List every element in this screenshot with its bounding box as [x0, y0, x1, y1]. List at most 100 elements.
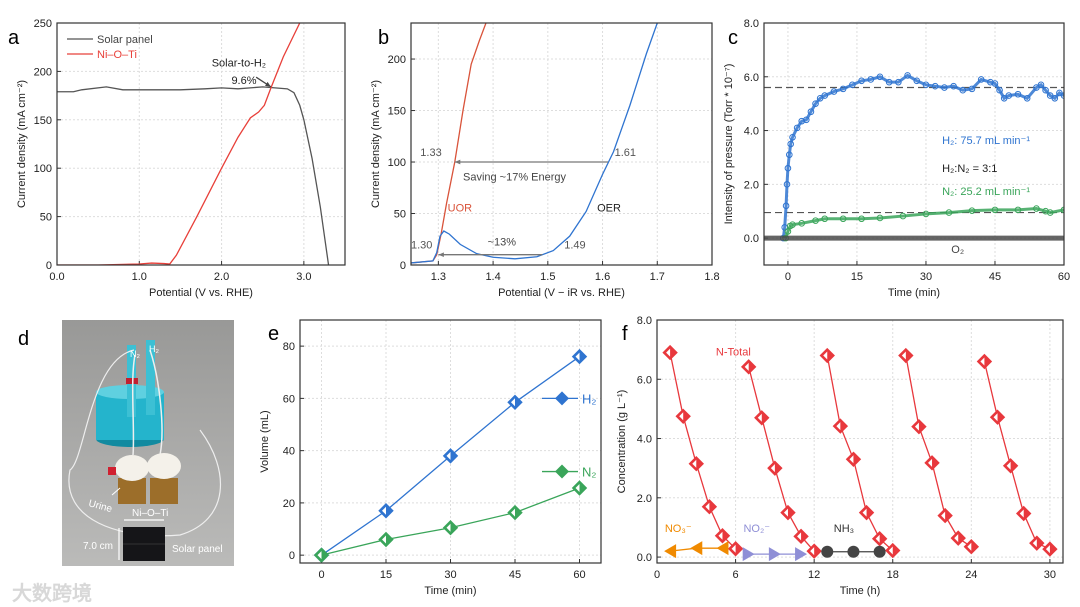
y-axis-label: Intensity of pressure (Torr * 10⁻⁷) — [723, 64, 735, 225]
legend-marker — [555, 464, 569, 479]
annotation-label: ~13% — [488, 236, 517, 248]
data-point — [885, 78, 893, 86]
annotation-label: NO₂⁻ — [743, 523, 770, 535]
x-tick-label: 1.5 — [540, 271, 555, 283]
x-axis-label: Potential (V vs. RHE) — [149, 287, 253, 299]
x-axis-label: Time (min) — [424, 585, 476, 597]
data-point — [803, 116, 810, 124]
data-point — [899, 212, 907, 220]
photo-clamp — [126, 378, 138, 384]
x-tick-label: 45 — [509, 569, 521, 581]
photo-panel-d: N₂ H₂ Urine Ni–O–Ti 7.0 cm Solar panel — [62, 320, 234, 566]
y-tick-label: 0 — [46, 260, 52, 272]
data-point-highlight — [744, 362, 749, 371]
data-point-highlight — [317, 551, 322, 560]
plot-area — [662, 344, 1058, 562]
data-point — [1016, 505, 1032, 522]
annotation-label: 1.61 — [615, 147, 636, 159]
data-point — [812, 217, 819, 224]
data-point — [789, 221, 796, 228]
x-axis-label: Time (h) — [840, 585, 881, 597]
chart-panel-c: c 0 15 30 45 60 0.0 2.0 4.0 6.0 8.0 Time (min) Inten… — [723, 18, 1070, 299]
data-point — [830, 88, 838, 95]
data-point-highlight — [954, 534, 959, 543]
x-tick-label: 0 — [318, 569, 324, 581]
data-point — [787, 140, 794, 148]
annotation-label: NH₃ — [834, 523, 854, 535]
data-point-highlight — [770, 464, 775, 473]
data-point — [821, 545, 834, 558]
data-point — [821, 92, 829, 99]
y-axis-label: Current density (mA cm⁻²) — [370, 80, 382, 208]
photo-label-n2: N₂ — [130, 349, 140, 359]
data-point-highlight — [980, 357, 985, 366]
data-point — [768, 547, 781, 562]
annotation-label: H₂:N₂ = 3:1 — [942, 163, 997, 175]
data-point — [931, 82, 939, 90]
data-point-highlight — [511, 508, 515, 517]
annotation-label: 1.30 — [411, 240, 432, 252]
legend-label: Solar panel — [97, 34, 153, 46]
data-point-highlight — [446, 523, 451, 532]
data-point — [1005, 92, 1013, 99]
photo-label-h2: H₂ — [149, 344, 159, 354]
data-point — [913, 77, 921, 85]
data-point-highlight — [783, 508, 788, 517]
data-point-highlight — [823, 351, 828, 360]
annotation-label: 1.49 — [564, 240, 585, 252]
data-point-highlight — [1032, 539, 1037, 548]
data-point — [945, 209, 953, 216]
data-point — [991, 206, 999, 214]
y-tick-label: 6.0 — [637, 374, 652, 386]
panel-letter-a: a — [8, 27, 20, 49]
legend-label: N₂ — [582, 465, 596, 480]
x-tick-label: 0 — [654, 569, 660, 581]
data-point — [742, 547, 755, 562]
x-tick-label: 60 — [573, 569, 585, 581]
y-tick-label: 100 — [34, 163, 52, 175]
data-point — [789, 133, 796, 141]
data-point — [876, 73, 884, 81]
data-point — [873, 545, 886, 558]
series-line-nioti — [57, 23, 301, 265]
y-tick-label: 8.0 — [637, 315, 652, 327]
data-point — [807, 108, 815, 116]
x-tick-label: 1.6 — [595, 271, 610, 283]
data-point — [798, 220, 806, 227]
panel-letter-d: d — [18, 328, 29, 350]
data-point — [716, 541, 729, 556]
data-point — [847, 545, 860, 558]
plot-frame — [299, 319, 602, 564]
series-line-ntotal — [983, 361, 1051, 550]
legend-marker — [555, 391, 569, 406]
data-point — [839, 215, 847, 223]
annotation-label: OER — [597, 202, 621, 214]
photo-cap-right — [147, 453, 181, 479]
chart-panel-e: e 0 15 30 45 60 0 20 40 60 80 Time (min) Volume (mL)… — [259, 319, 602, 597]
legend-label: H₂ — [582, 391, 596, 406]
data-point — [1014, 90, 1022, 98]
data-point-highlight — [731, 544, 736, 553]
data-point-highlight — [941, 511, 946, 520]
photo-bottle-right — [150, 478, 178, 504]
series-line-ntotal — [669, 352, 737, 550]
photo-red-cap — [108, 467, 116, 475]
data-point — [664, 544, 677, 559]
plot-area — [57, 23, 330, 265]
y-tick-label: 200 — [34, 66, 52, 78]
data-point-highlight — [810, 547, 815, 556]
photo-label-solar-panel: Solar panel — [172, 544, 223, 555]
series-line-oer — [411, 23, 658, 264]
data-point — [784, 228, 792, 235]
data-point-highlight — [836, 422, 841, 431]
x-tick-label: 2.0 — [214, 271, 229, 283]
data-point — [950, 82, 957, 90]
data-point — [1023, 94, 1031, 102]
data-point — [987, 78, 994, 86]
plot-frame — [656, 319, 1064, 564]
data-point — [839, 85, 847, 93]
data-point — [798, 117, 806, 125]
panel-letter-b: b — [378, 27, 389, 49]
y-tick-label: 40 — [283, 446, 295, 458]
plot-area — [313, 348, 588, 563]
